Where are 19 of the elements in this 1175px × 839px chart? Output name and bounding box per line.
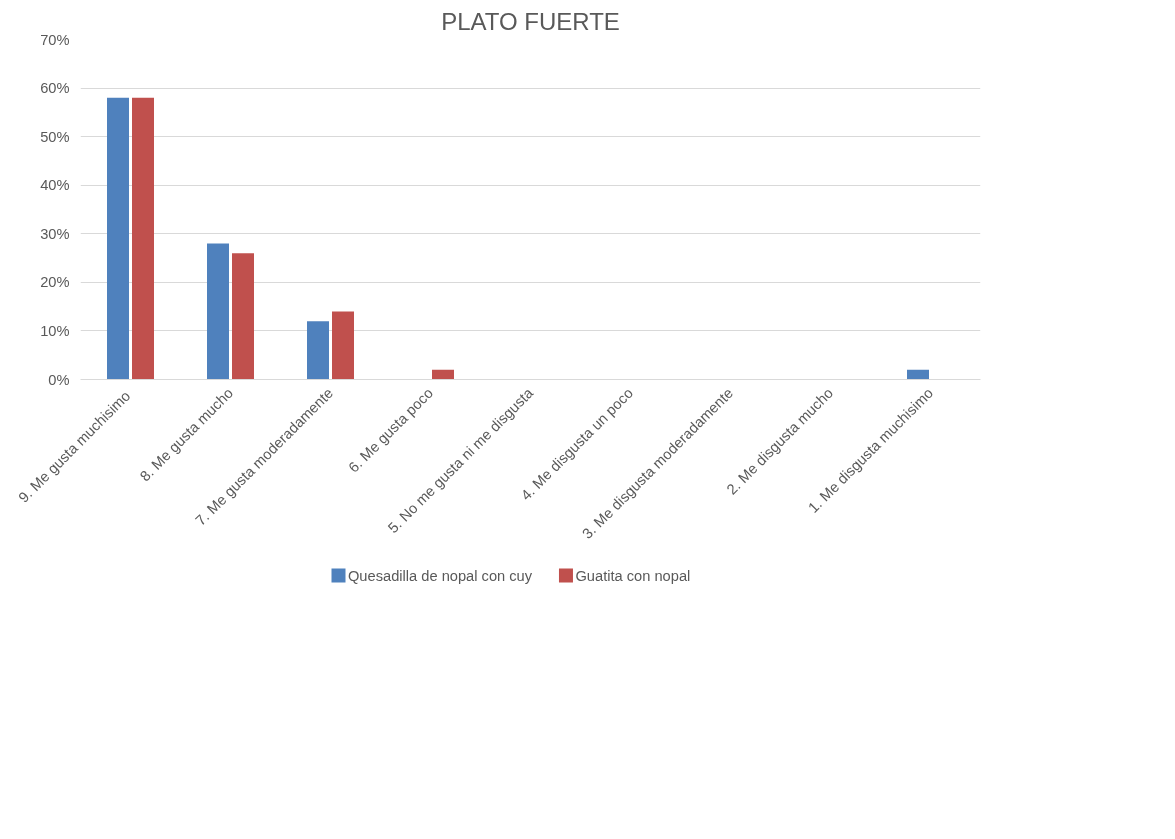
bar <box>307 321 329 380</box>
legend-label: Quesadilla de nopal con cuy <box>347 567 533 584</box>
legend-label: Guatita con nopal <box>575 567 691 584</box>
bar <box>107 97 129 380</box>
y-tick-label: 50% <box>40 128 70 145</box>
bar <box>132 97 154 380</box>
y-tick-label: 10% <box>40 322 70 339</box>
y-tick-label: 60% <box>40 80 70 97</box>
bar <box>332 311 354 380</box>
bar <box>207 243 229 380</box>
y-tick-label: 40% <box>40 177 70 194</box>
bar <box>907 369 929 380</box>
y-tick-label: 0% <box>48 371 70 388</box>
y-tick-label: 20% <box>40 274 70 291</box>
bar <box>432 369 454 380</box>
chart-title: PLATO FUERTE <box>441 7 620 35</box>
y-tick-label: 30% <box>40 225 70 242</box>
bar <box>232 253 254 380</box>
y-tick-label: 70% <box>40 31 70 48</box>
